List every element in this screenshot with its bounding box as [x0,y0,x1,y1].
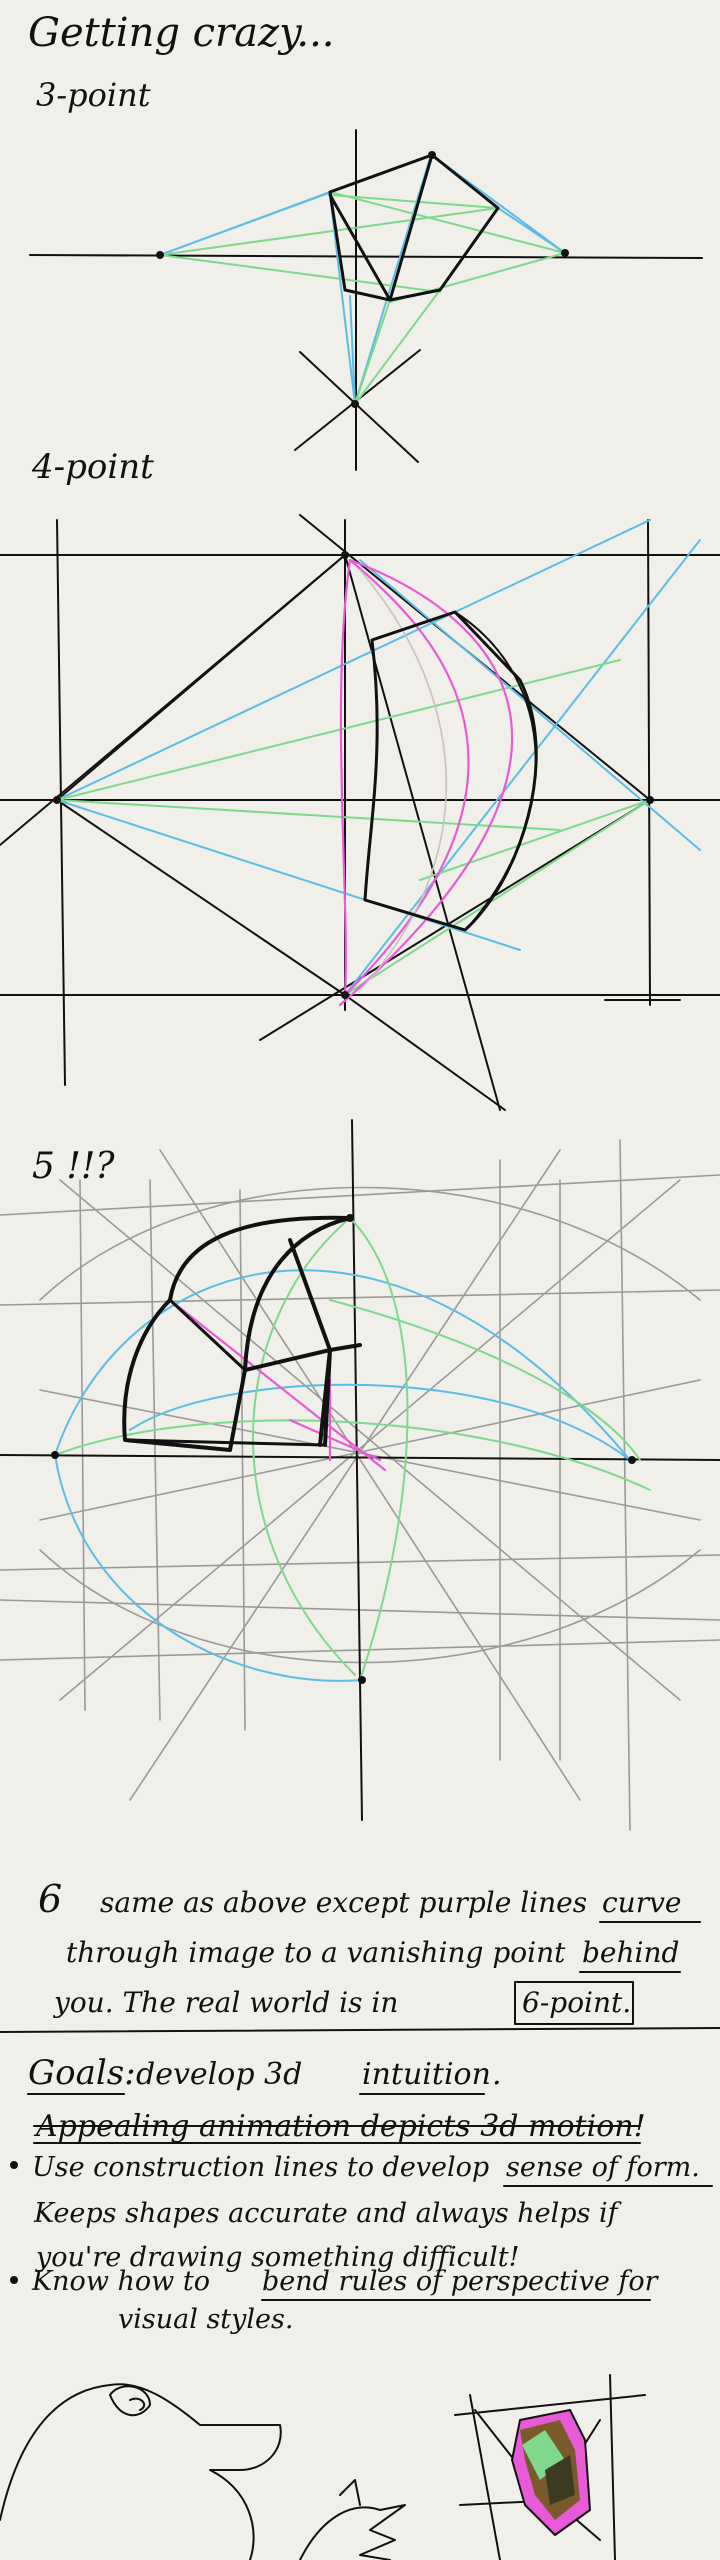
goals-text-a: develop 3d [136,2057,302,2092]
colored-box-sketch-icon [454,2374,646,2560]
goals-text-b: intuition [362,2057,491,2092]
goals-bullet1-l2: Keeps shapes accurate and always helps i… [33,2198,622,2229]
divider [0,2027,720,2033]
note-line3-a: you. The real world is in [52,1986,398,2019]
goals-section: Goals: develop 3d intuition . Appealing … [10,2053,713,2335]
goals-bullet2-l1-b: bend rules of perspective for [262,2266,660,2297]
note-number: 6 [38,1877,62,1921]
goals-bullet1-l3: you're drawing something difficult! [35,2242,519,2273]
goals-label: Goals: [28,2053,136,2093]
four-point-diagram [0,514,720,1111]
six-point-note: 6 same as above except purple lines curv… [38,1877,701,2025]
five-point-diagram [0,1119,720,1831]
label-5-point: 5 !!? [32,1146,115,1187]
note-line1-a: same as above except purple lines [100,1886,587,1919]
label-3-point: 3-point [36,76,151,114]
dog-sketch-icon [0,2383,406,2560]
goals-bullet1-l1-a: Use construction lines to develop [32,2152,489,2183]
label-4-point: 4-point [31,447,154,487]
bullet-dot-icon [10,2161,18,2169]
goals-text-c: . [492,2057,502,2092]
three-point-diagram [29,129,703,471]
note-line2-b: behind [582,1936,679,1969]
page-title: Getting crazy... [28,10,335,56]
note-line3-b: 6-point. [522,1986,631,2019]
goals-bullet1-l1-b: sense of form. [506,2152,700,2183]
bullet-dot-icon [10,2276,18,2284]
goals-bullet2-l2: visual styles. [118,2304,293,2335]
goals-bullet2-l1-a: Know how to [31,2266,210,2297]
note-line2-a: through image to a vanishing point [66,1936,566,1969]
note-line1-b: curve [602,1886,682,1919]
